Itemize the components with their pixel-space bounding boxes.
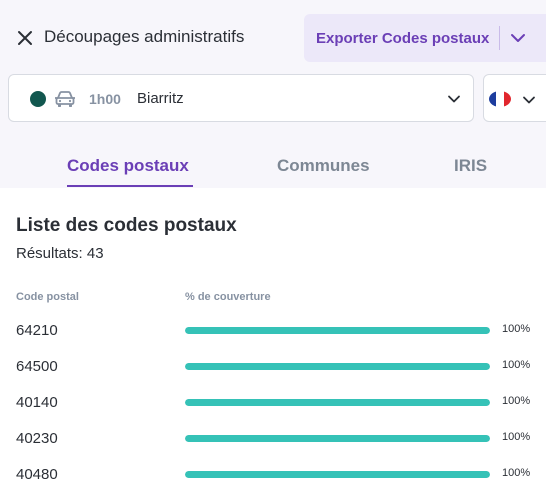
results-count: Résultats: 43: [16, 245, 104, 262]
close-icon: [18, 31, 32, 45]
header: Découpages administratifs Exporter Codes…: [0, 0, 546, 64]
country-select[interactable]: [483, 74, 546, 122]
france-flag-icon: [489, 91, 511, 107]
chevron-down-icon: [523, 96, 535, 104]
chevron-down-icon: [511, 34, 526, 42]
table-row: 64500 100%: [0, 358, 546, 394]
coverage-bar: [185, 327, 490, 334]
coverage-percent: 100%: [502, 395, 531, 407]
table-row: 40140 100%: [0, 394, 546, 430]
postal-code: 40140: [16, 394, 58, 411]
close-button[interactable]: [15, 28, 35, 48]
coverage-bar-fill: [185, 435, 490, 442]
export-dropdown-button[interactable]: [500, 14, 536, 62]
panel-title: Découpages administratifs: [44, 27, 245, 46]
coverage-percent: 100%: [502, 431, 531, 443]
postal-code: 64210: [16, 322, 58, 339]
results-label: Résultats:: [16, 245, 83, 262]
column-header-coverage: % de couverture: [185, 291, 271, 303]
coverage-percent: 100%: [502, 359, 531, 371]
table-row: 40230 100%: [0, 430, 546, 466]
list-title: Liste des codes postaux: [16, 215, 237, 236]
color-dot: [30, 91, 46, 107]
coverage-percent: 100%: [502, 323, 531, 335]
export-split-button: Exporter Codes postaux: [304, 14, 546, 62]
postal-code: 64500: [16, 358, 58, 375]
city-name: Biarritz: [137, 90, 184, 107]
chevron-down-icon: [448, 95, 460, 103]
isochrone-select[interactable]: 1h00 Biarritz: [8, 74, 474, 122]
coverage-bar: [185, 435, 490, 442]
tab-codes-postaux[interactable]: Codes postaux: [67, 156, 189, 175]
tab-communes[interactable]: Communes: [277, 156, 370, 175]
coverage-bar: [185, 399, 490, 406]
results-value: 43: [86, 245, 104, 262]
export-divider: [499, 26, 501, 50]
table-row: 40480 100%: [0, 466, 546, 502]
coverage-bar-fill: [185, 399, 490, 406]
active-tab-indicator: [67, 185, 193, 187]
table-row: 64210 100%: [0, 322, 546, 358]
coverage-percent: 100%: [502, 467, 531, 479]
postal-code: 40480: [16, 466, 58, 483]
coverage-bar-fill: [185, 363, 490, 370]
postal-code: 40230: [16, 430, 58, 447]
coverage-bar: [185, 471, 490, 478]
coverage-bar-fill: [185, 327, 490, 334]
coverage-bar: [185, 363, 490, 370]
column-header-code: Code postal: [16, 291, 79, 303]
tab-iris[interactable]: IRIS: [454, 156, 488, 175]
travel-time: 1h00: [89, 91, 121, 107]
car-icon: [55, 91, 75, 107]
coverage-bar-fill: [185, 471, 490, 478]
export-button[interactable]: Exporter Codes postaux: [316, 29, 490, 47]
